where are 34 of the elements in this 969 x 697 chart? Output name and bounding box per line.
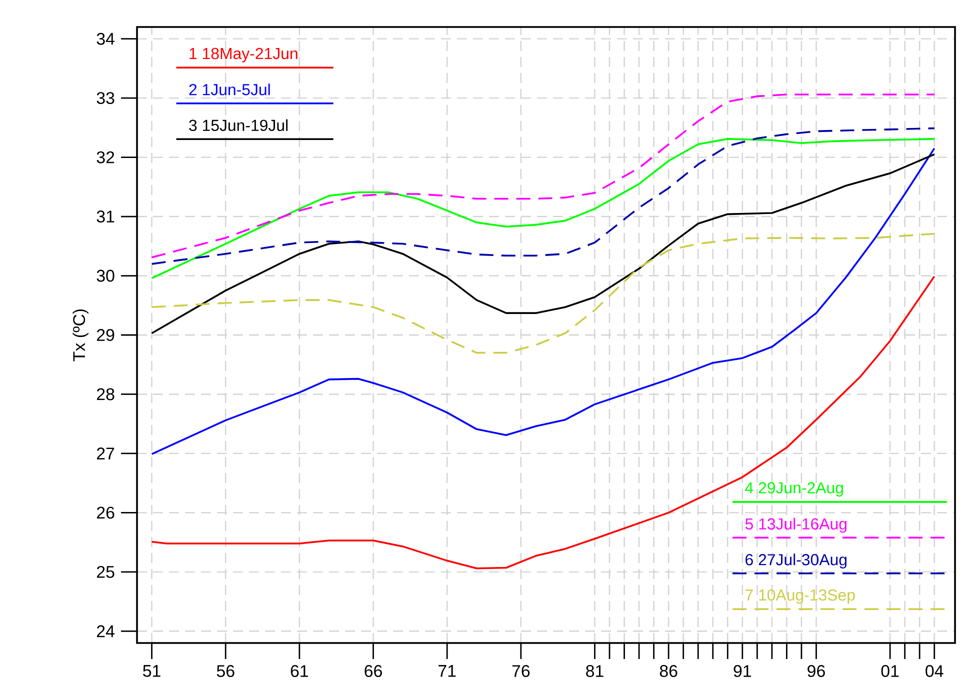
y-tick-label: 24 [96,625,114,638]
line-series [150,148,936,455]
x-tick-label: 71 [438,665,456,677]
x-tick-label: 01 [881,665,899,678]
text: 3 15Jun-19Jul [189,119,288,132]
x-tick-label: 04 [926,665,944,678]
line-series [150,153,936,334]
text: 5 13Jul-16Aug [745,518,846,533]
y-tick-label: 27 [96,448,114,460]
text: 2 1Jun-5Jul [189,84,270,96]
x-tick-label: 66 [364,665,382,678]
text: 4 29Jun-2Aug [745,482,843,497]
y-tick-label: 32 [96,151,114,164]
x-tick-label: 91 [734,665,751,678]
x-tick-label: 96 [808,665,825,678]
y-tick-label: 31 [96,210,114,223]
y-tick-label: 25 [96,566,114,578]
y-tick-label: 26 [96,506,114,519]
y-tick-label: 34 [96,32,114,45]
y-tick-label: 33 [96,92,114,104]
text: 7 10Aug-13Sep [746,589,855,604]
x-tick-label: 81 [586,665,604,678]
x-tick-label: 86 [660,665,678,678]
x-tick-label: 61 [290,665,308,678]
y-axis-title: Tx (ºC) [72,309,88,362]
text: 6 27Jul-30Aug [746,554,846,568]
x-tick-label: 76 [512,665,530,678]
x-tick-label: 56 [216,665,234,678]
text: 1 18May-21Jun [190,48,298,62]
y-tick-label: 28 [96,388,114,400]
line-series [150,232,936,354]
y-tick-label: 29 [96,329,114,341]
x-tick-label: 51 [143,665,160,677]
y-tick-label: 30 [96,270,114,282]
